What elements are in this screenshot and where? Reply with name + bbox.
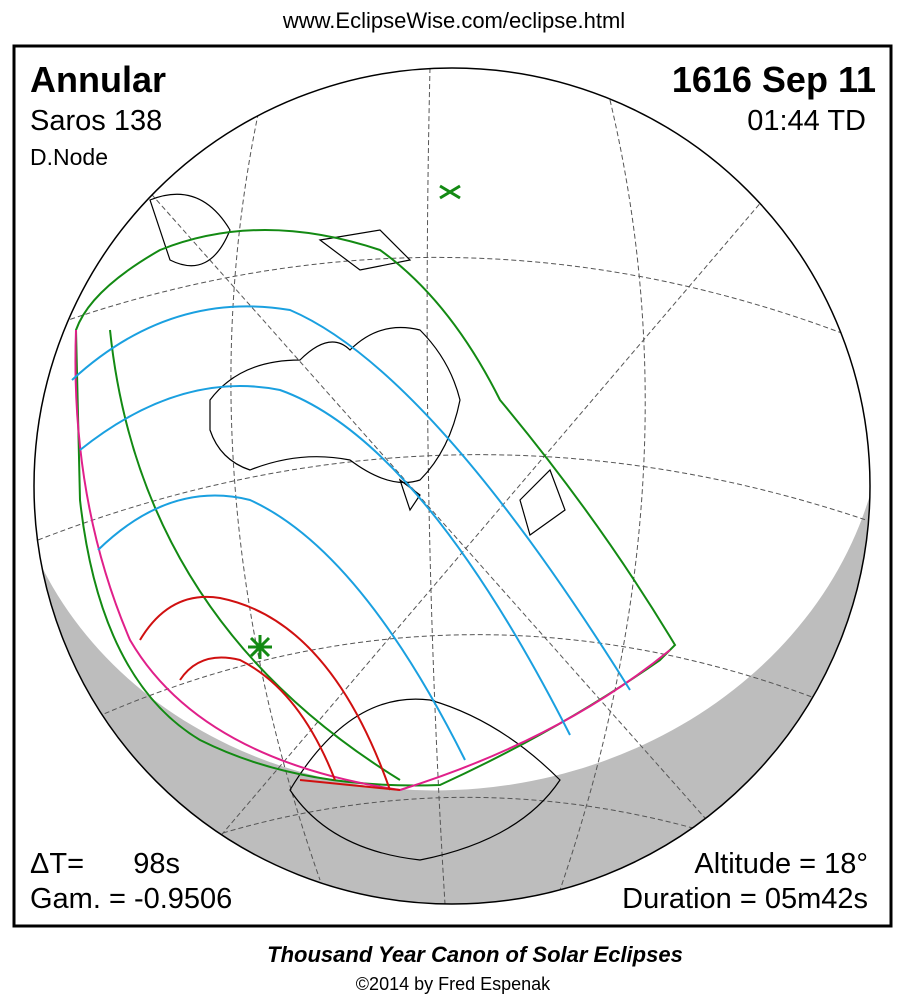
globe-outline — [33, 67, 871, 905]
duration: Duration = 05m42s — [622, 883, 868, 915]
saros: Saros 138 — [30, 105, 162, 137]
credit: ©2014 by Fred Espenak — [356, 974, 551, 994]
globe — [34, 68, 870, 904]
footer-title: Thousand Year Canon of Solar Eclipses — [267, 942, 683, 967]
date: 1616 Sep 11 — [672, 59, 876, 100]
time: 01:44 TD — [747, 105, 866, 137]
delta-t-value: 98s — [133, 848, 180, 880]
eclipse-type: Annular — [30, 59, 166, 100]
gamma: Gam. = -0.9506 — [30, 883, 232, 915]
node: D.Node — [30, 144, 108, 170]
url: www.EclipseWise.com/eclipse.html — [282, 8, 625, 33]
frame — [12, 44, 893, 928]
delta-t-label: ΔT= — [30, 848, 84, 880]
altitude: Altitude = 18° — [694, 848, 868, 880]
